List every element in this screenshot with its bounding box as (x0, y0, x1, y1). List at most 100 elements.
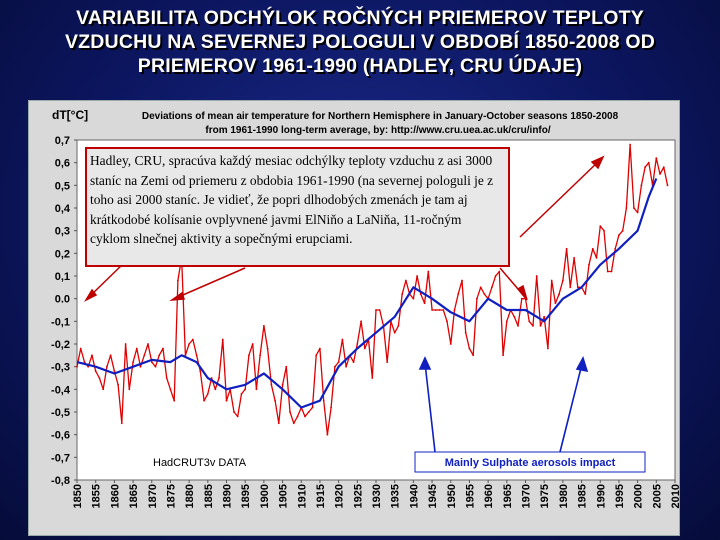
aerosol-label-box (414, 451, 646, 473)
annual-data-point (337, 361, 340, 363)
annual-data-point (576, 286, 579, 289)
chart-title: Deviations of mean air temperature for N… (142, 111, 619, 122)
x-tick-label: 1970 (521, 484, 533, 508)
x-tick-label: 1905 (278, 484, 290, 508)
x-tick-label: 1960 (483, 484, 495, 508)
annual-data-point (304, 415, 306, 418)
annual-data-point (203, 399, 206, 402)
x-tick-label: 1990 (595, 484, 607, 508)
annual-data-point (330, 406, 332, 409)
annual-data-point (543, 315, 546, 318)
x-tick-label: 1890 (222, 484, 234, 508)
annual-data-point (158, 354, 161, 357)
annual-data-point (192, 338, 194, 341)
annual-data-point (210, 377, 213, 379)
annual-data-point (405, 279, 407, 282)
annual-data-point (91, 354, 93, 357)
y-axis-label: dT[°C] (52, 108, 88, 122)
y-tick-label: -0,8 (51, 475, 70, 487)
x-tick-label: 1955 (464, 484, 476, 508)
annual-data-point (539, 325, 542, 327)
annual-data-point (98, 377, 101, 379)
annual-data-point (584, 293, 587, 295)
annual-data-point (199, 370, 202, 373)
annual-data-point (464, 331, 467, 334)
annual-data-point (517, 325, 519, 327)
annual-data-point (322, 399, 325, 402)
annual-data-point (453, 309, 456, 311)
y-tick-label: -0,7 (51, 452, 70, 464)
annual-data-point (562, 279, 564, 282)
x-tick-label: 1940 (408, 484, 420, 508)
annual-data-point (218, 377, 220, 379)
annual-data-point (345, 365, 347, 368)
annual-data-point (614, 247, 617, 250)
y-tick-label: 0,5 (55, 180, 70, 192)
explanation-callout: Hadley, CRU, spracúva každý mesiac odchý… (85, 147, 510, 267)
annual-data-point (633, 207, 635, 209)
x-tick-label: 1985 (577, 484, 589, 508)
annual-data-point (419, 293, 422, 295)
x-tick-label: 1880 (184, 484, 196, 508)
annual-data-point (360, 320, 362, 323)
smoothed-series-line (76, 178, 658, 409)
y-tick-label: 0,6 (55, 158, 70, 170)
y-tick-label: -0,5 (51, 407, 70, 419)
annual-data-point (386, 361, 389, 363)
x-tick-label: 1945 (427, 484, 439, 508)
annual-data-point (106, 365, 108, 368)
x-tick-label: 1975 (539, 484, 551, 508)
annual-data-point (363, 347, 366, 350)
annual-data-point (311, 406, 314, 409)
y-tick-label: -0,2 (51, 339, 70, 351)
annual-data-point (423, 302, 426, 305)
annual-data-point (292, 422, 295, 425)
annual-data-point (94, 370, 97, 373)
x-tick-label: 1965 (502, 484, 514, 508)
x-tick-label: 1910 (296, 484, 308, 508)
annual-data-point (248, 354, 250, 357)
annual-data-point (356, 343, 359, 345)
annual-data-point (319, 347, 321, 350)
annual-data-point (461, 279, 463, 282)
annual-data-point (636, 211, 639, 214)
x-tick-label: 1930 (371, 484, 383, 508)
annual-data-point (169, 388, 172, 391)
aerosol-label: Mainly Sulphate aerosols impact (445, 457, 616, 469)
annual-data-point (599, 225, 602, 228)
annual-data-point (285, 365, 288, 368)
x-tick-label: 1865 (128, 484, 140, 508)
annual-data-point (244, 388, 247, 391)
annual-data-point (378, 309, 381, 311)
aerosol-arrows (418, 355, 589, 453)
annual-data-point (606, 270, 609, 273)
annual-data-point (647, 161, 650, 164)
y-tick-label: -0,1 (51, 316, 70, 328)
chart-subtitle: from 1961-1990 long-term average, by: ht… (205, 125, 551, 136)
x-tick-label: 1915 (315, 484, 327, 508)
annual-data-point (569, 286, 572, 289)
x-tick-label: 1850 (72, 484, 84, 508)
annual-data-point (554, 302, 557, 305)
annual-data-point (225, 399, 228, 402)
annual-data-point (147, 343, 149, 345)
annual-data-point (132, 361, 135, 363)
x-tick-label: 2000 (633, 484, 645, 508)
annual-data-point (434, 309, 437, 311)
annual-data-point (457, 293, 460, 295)
annual-data-point (640, 184, 643, 187)
x-tick-label: 1980 (558, 484, 570, 508)
annual-data-point (214, 388, 217, 391)
annual-data-point (442, 309, 445, 311)
annual-data-point (520, 297, 523, 300)
annual-data-point (240, 393, 243, 395)
annual-data-point (618, 234, 620, 237)
annual-data-point (416, 275, 418, 277)
x-tick-label: 1885 (203, 484, 215, 508)
annual-data-point (117, 383, 119, 386)
annual-data-point (659, 173, 661, 175)
annual-data-point (397, 325, 400, 327)
annual-data-point (296, 415, 299, 418)
annual-data-point (621, 229, 624, 232)
